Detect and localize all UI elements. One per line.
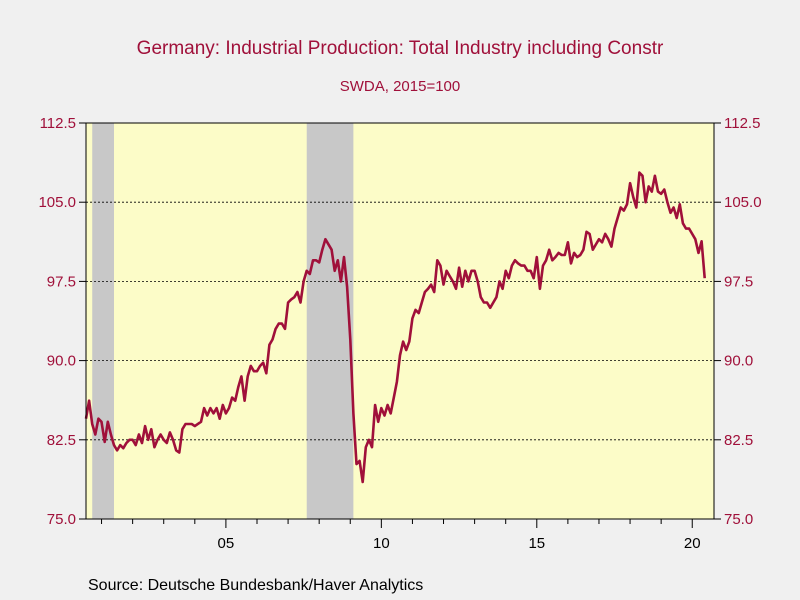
y-tick-label-left: 82.5 bbox=[47, 432, 76, 449]
x-tick-label: 05 bbox=[218, 535, 235, 552]
y-tick-label-right: 82.5 bbox=[724, 432, 753, 449]
chart-title: Germany: Industrial Production: Total In… bbox=[136, 38, 664, 59]
plot-area bbox=[86, 123, 714, 519]
y-tick-label-right: 90.0 bbox=[724, 353, 753, 370]
x-tick-label: 20 bbox=[684, 535, 701, 552]
y-tick-label-left: 112.5 bbox=[40, 115, 76, 132]
y-tick-label-left: 97.5 bbox=[47, 273, 76, 290]
recession-band bbox=[92, 123, 114, 519]
axes: 75.0 75.0 82.5 82.5 90.0 90.0 97.5 97.5 105.0 105… bbox=[38, 115, 761, 552]
y-tick-label-left: 90.0 bbox=[47, 353, 76, 370]
source-note: Source: Deutsche Bundesbank/Haver Analyt… bbox=[88, 577, 424, 594]
y-tick-label-right: 97.5 bbox=[724, 273, 753, 290]
y-tick-label-right: 105.0 bbox=[724, 194, 762, 211]
plot-frame bbox=[85, 122, 715, 520]
recession-band bbox=[306, 123, 354, 519]
y-tick-label-left: 105.0 bbox=[38, 194, 76, 211]
y-tick-label-right: 112.5 bbox=[724, 115, 760, 132]
chart-subtitle: SWDA, 2015=100 bbox=[339, 78, 461, 95]
y-tick-label-left: 75.0 bbox=[47, 511, 76, 528]
x-tick-label: 10 bbox=[373, 535, 390, 552]
series-layer bbox=[84, 171, 706, 484]
x-tick-label: 15 bbox=[528, 535, 545, 552]
y-tick-label-right: 75.0 bbox=[724, 511, 753, 528]
series-line bbox=[84, 171, 706, 484]
